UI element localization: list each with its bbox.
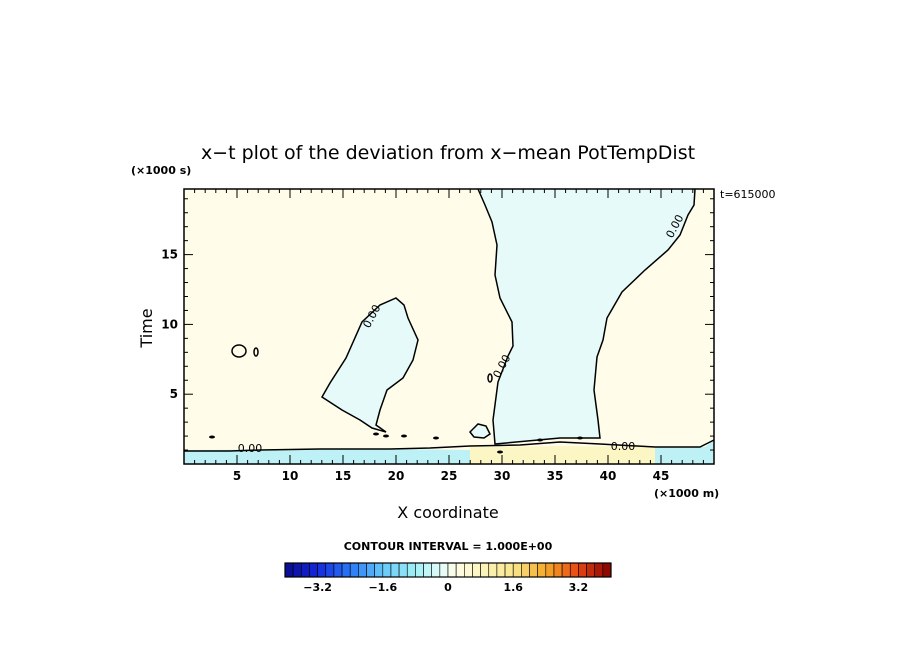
x-tick-label: 25 bbox=[441, 469, 458, 483]
contour-speck bbox=[383, 434, 389, 438]
colorbar-cell bbox=[561, 562, 571, 578]
colorbar-cell bbox=[512, 562, 522, 578]
colorbar-tick-label: −3.2 bbox=[303, 581, 332, 594]
contour-small-patch bbox=[468, 423, 491, 439]
x-tick-label: 30 bbox=[494, 469, 511, 483]
colorbar-cell bbox=[309, 562, 318, 578]
y-tick-label: 15 bbox=[161, 248, 178, 262]
colorbar-cell bbox=[594, 562, 604, 578]
contour-bottom bbox=[184, 439, 715, 452]
colorbar-cell bbox=[455, 562, 465, 578]
colorbar-cell bbox=[521, 562, 530, 578]
colorbar-cell bbox=[398, 562, 408, 578]
y-tick-label: 10 bbox=[161, 317, 178, 331]
x-axis-label: X coordinate bbox=[397, 503, 498, 522]
colorbar-tick-label: 0 bbox=[444, 581, 452, 594]
contour-small-oval bbox=[253, 347, 259, 357]
contour-speck bbox=[401, 434, 407, 438]
colorbar-cell bbox=[406, 562, 416, 578]
colorbar-cell bbox=[284, 562, 294, 578]
axes: 5 10 15 20 25 30 35 40 45 5 10 15 bbox=[161, 188, 715, 483]
colorbar-cell bbox=[439, 562, 449, 578]
colorbar: −3.2 −1.6 0 1.6 3.2 bbox=[284, 562, 612, 594]
colorbar-cell bbox=[545, 562, 555, 578]
colorbar-cell bbox=[537, 562, 547, 578]
region-warm-band bbox=[470, 446, 655, 464]
colorbar-cell bbox=[292, 562, 302, 578]
colorbar-cell bbox=[349, 562, 359, 578]
x-tick-label: 5 bbox=[233, 469, 241, 483]
x-tick-label: 45 bbox=[653, 469, 670, 483]
contour-small-oval bbox=[487, 373, 493, 383]
colorbar-frame bbox=[284, 562, 612, 578]
colorbar-cell bbox=[358, 562, 367, 578]
contour-fills bbox=[184, 189, 714, 464]
contour-speck bbox=[433, 436, 439, 440]
colorbar-cell bbox=[390, 562, 400, 578]
colorbar-cell bbox=[382, 562, 392, 578]
chart-title: x−t plot of the deviation from x−mean Po… bbox=[201, 142, 695, 164]
colorbar-tick-label: 3.2 bbox=[569, 581, 589, 594]
contour-label: 0.00 bbox=[611, 440, 636, 453]
colorbar-cell bbox=[602, 562, 612, 578]
contour-speck bbox=[373, 432, 379, 436]
colorbar-cell bbox=[366, 562, 375, 578]
contour-blob bbox=[320, 297, 419, 433]
colorbar-cell bbox=[317, 562, 327, 578]
y-tick-label: 5 bbox=[170, 387, 178, 401]
colorbar-cell bbox=[569, 562, 579, 578]
colorbar-cell bbox=[553, 562, 563, 578]
region-cool-band-left bbox=[184, 449, 470, 464]
colorbar-tick-label: 1.6 bbox=[503, 581, 523, 594]
x-unit-label: (×1000 m) bbox=[654, 487, 719, 500]
x-tick-label: 40 bbox=[600, 469, 617, 483]
contour-interval-text: CONTOUR INTERVAL = 1.000E+00 bbox=[344, 540, 553, 553]
colorbar-cell bbox=[488, 562, 498, 578]
colorbar-cell bbox=[578, 562, 587, 578]
colorbar-cell bbox=[447, 562, 457, 578]
colorbar-cell bbox=[472, 562, 481, 578]
colorbar-cell bbox=[374, 562, 384, 578]
colorbar-cell bbox=[529, 562, 538, 578]
contour-speck bbox=[537, 438, 543, 442]
region-cool-band-right bbox=[655, 440, 714, 464]
colorbar-cell bbox=[463, 562, 473, 578]
contour-speck bbox=[497, 450, 503, 454]
colorbar-cell bbox=[333, 562, 343, 578]
x-tick-label: 10 bbox=[282, 469, 299, 483]
colorbar-cell bbox=[504, 562, 514, 578]
y-axis-label: Time bbox=[137, 308, 156, 348]
region-cool-right bbox=[478, 189, 695, 444]
colorbar-cell bbox=[325, 562, 335, 578]
x-tick-label: 20 bbox=[388, 469, 405, 483]
contour-lines: 0.000.000.000.000.00 bbox=[184, 188, 715, 455]
colorbar-cell bbox=[496, 562, 506, 578]
y-unit-label: (×1000 s) bbox=[131, 164, 191, 177]
x-tick-label: 35 bbox=[547, 469, 564, 483]
colorbar-cell bbox=[431, 562, 441, 578]
colorbar-cell bbox=[423, 562, 432, 578]
colorbar-cell bbox=[300, 562, 310, 578]
contour-speck bbox=[577, 436, 583, 440]
time-stamp: t=615000 bbox=[720, 188, 776, 201]
contour-small-oval bbox=[231, 344, 247, 358]
colorbar-cell bbox=[480, 562, 490, 578]
colorbar-cell bbox=[586, 562, 595, 578]
colorbar-cell bbox=[415, 562, 424, 578]
colorbar-cell bbox=[341, 562, 351, 578]
x-tick-label: 15 bbox=[335, 469, 352, 483]
colorbar-tick-label: −1.6 bbox=[368, 581, 397, 594]
contour-label: 0.00 bbox=[238, 442, 263, 455]
contour-speck bbox=[209, 435, 215, 439]
